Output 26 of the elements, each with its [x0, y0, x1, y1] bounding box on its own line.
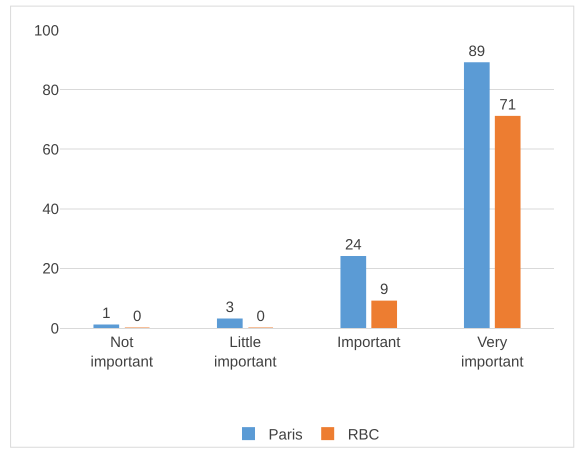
data-label: 0 — [256, 308, 265, 325]
legend-label: Paris — [268, 426, 303, 444]
x-tick-label: Little important — [214, 334, 278, 370]
legend-label: RBC — [348, 426, 380, 444]
data-label: 3 — [226, 299, 234, 316]
data-label: 71 — [499, 96, 516, 114]
x-tick-label: Not important — [90, 334, 154, 370]
bar — [340, 256, 366, 328]
x-tick-label: Very important — [460, 334, 524, 370]
bar — [371, 300, 398, 328]
y-tick-label: 60 — [42, 141, 59, 158]
data-label: 9 — [380, 281, 388, 298]
data-label: 0 — [133, 308, 142, 325]
bar — [93, 324, 120, 328]
data-label: 89 — [468, 42, 486, 60]
y-tick-label: 80 — [42, 82, 59, 99]
y-tick-label: 20 — [42, 260, 59, 278]
y-tick-label: 0 — [50, 320, 59, 338]
x-tick-label: Important — [337, 334, 402, 351]
y-tick-label: 100 — [34, 22, 59, 40]
data-label: 1 — [102, 305, 110, 322]
bar — [494, 116, 521, 328]
bar — [216, 318, 243, 328]
data-label: 24 — [344, 236, 362, 254]
bar — [464, 62, 490, 328]
y-tick-label: 40 — [42, 201, 59, 218]
